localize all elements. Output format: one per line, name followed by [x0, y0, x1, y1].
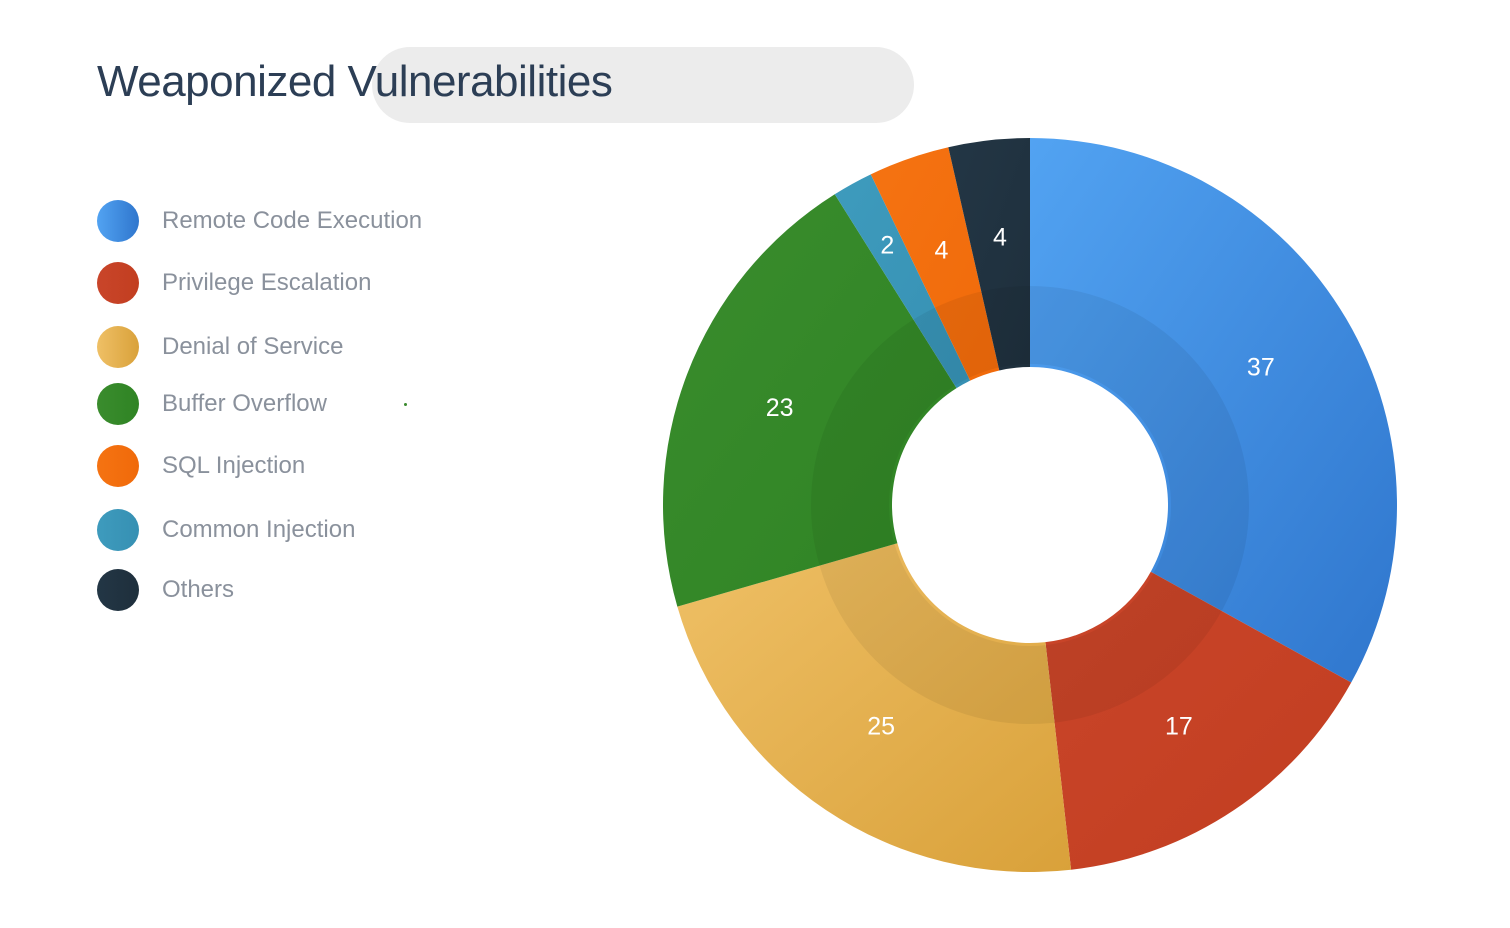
- legend-label-buffer-overflow: Buffer Overflow: [162, 390, 327, 417]
- slice-label-common-injection: 2: [880, 231, 894, 259]
- legend-label-common-injection: Common Injection: [162, 516, 356, 543]
- legend-swatch-sql-injection: [97, 445, 139, 487]
- slice-label-remote-code-execution: 37: [1247, 353, 1275, 381]
- legend-swatch-denial-of-service: [97, 326, 139, 368]
- legend-swatch-buffer-overflow: [97, 383, 139, 425]
- legend-item-sql-injection: SQL Injection: [97, 444, 305, 488]
- legend-item-privilege-escalation: Privilege Escalation: [97, 261, 371, 305]
- slice-label-sql-injection: 4: [935, 237, 949, 265]
- slice-denial-of-service: [677, 543, 1072, 872]
- legend-label-others: Others: [162, 576, 235, 603]
- legend-swatch-others: [97, 569, 139, 611]
- chart-legend: Remote Code Execution Privilege Escalati…: [97, 0, 517, 928]
- decorative-dot: [404, 403, 407, 406]
- legend-label-denial-of-service: Denial of Service: [162, 333, 344, 360]
- slice-label-privilege-escalation: 17: [1165, 712, 1193, 740]
- slice-label-others: 4: [993, 223, 1007, 251]
- legend-item-others: Others: [97, 568, 234, 612]
- legend-item-buffer-overflow: Buffer Overflow: [97, 382, 327, 426]
- slice-remote-code-execution: [1030, 138, 1397, 683]
- slice-others: [948, 138, 1030, 371]
- legend-item-denial-of-service: Denial of Service: [97, 325, 343, 369]
- slice-label-buffer-overflow: 23: [766, 394, 794, 422]
- legend-label-privilege-escalation: Privilege Escalation: [162, 269, 372, 296]
- legend-item-remote-code-execution: Remote Code Execution: [97, 199, 422, 243]
- legend-swatch-remote-code-execution: [97, 200, 139, 242]
- donut-slice-labels: 37 17 25 23 2 4 4: [766, 223, 1275, 740]
- donut-slices: [662, 138, 1397, 872]
- slice-label-denial-of-service: 25: [867, 712, 895, 740]
- legend-swatch-common-injection: [97, 509, 139, 551]
- title-highlight-pill: [372, 47, 914, 123]
- legend-label-sql-injection: SQL Injection: [162, 452, 306, 479]
- slice-privilege-escalation: [1045, 571, 1352, 870]
- chart-title: Weaponized Vulnerabilities: [97, 57, 613, 106]
- legend-swatch-privilege-escalation: [97, 262, 139, 304]
- slice-common-injection: [834, 174, 971, 389]
- slice-buffer-overflow: [662, 194, 957, 607]
- legend-item-common-injection: Common Injection: [97, 508, 355, 552]
- legend-label-remote-code-execution: Remote Code Execution: [162, 207, 423, 234]
- donut-inner-shade-band: [811, 286, 1249, 724]
- slice-sql-injection: [870, 147, 1000, 381]
